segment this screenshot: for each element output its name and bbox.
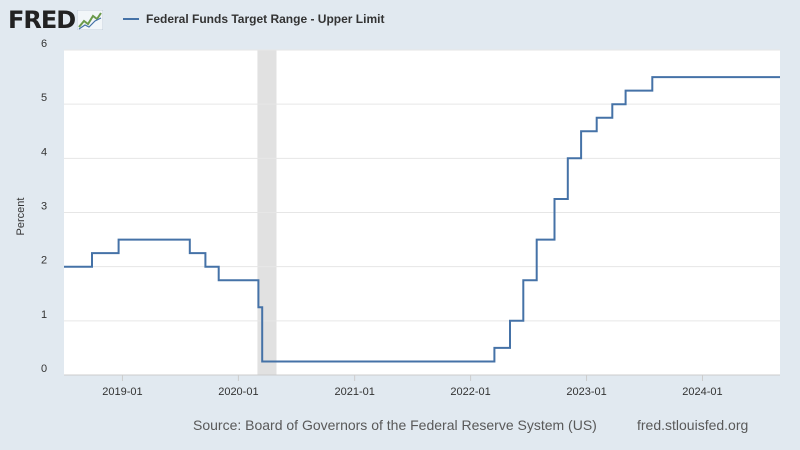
y-tick-label: 1 <box>41 309 47 321</box>
site-link[interactable]: fred.stlouisfed.org <box>637 417 749 433</box>
y-axis-label: Percent <box>15 198 27 236</box>
x-tick-label: 2023-01 <box>566 386 606 398</box>
chart-header: FRED Federal Funds Target Range - Upper … <box>0 0 800 40</box>
x-tick-label: 2021-01 <box>334 386 374 398</box>
x-tick-label: 2022-01 <box>450 386 490 398</box>
y-tick-label: 3 <box>41 201 47 213</box>
legend[interactable]: Federal Funds Target Range - Upper Limit <box>123 12 384 26</box>
series-line <box>64 76 780 363</box>
y-tick-label: 5 <box>41 92 47 104</box>
source-note: Source: Board of Governors of the Federa… <box>193 417 597 433</box>
y-tick-label: 6 <box>41 38 47 50</box>
y-tick-label: 0 <box>41 363 47 375</box>
legend-label: Federal Funds Target Range - Upper Limit <box>146 12 385 26</box>
fred-logo-text: FRED <box>8 6 76 34</box>
y-tick-label: 2 <box>41 255 47 267</box>
chart-graph-icon <box>77 10 104 30</box>
x-tick-label: 2024-01 <box>682 386 722 398</box>
legend-swatch <box>123 18 139 20</box>
x-tick-label: 2020-01 <box>218 386 258 398</box>
y-tick-label: 4 <box>41 146 47 158</box>
x-tick-label: 2019-01 <box>102 386 142 398</box>
fred-logo[interactable]: FRED <box>8 6 104 34</box>
